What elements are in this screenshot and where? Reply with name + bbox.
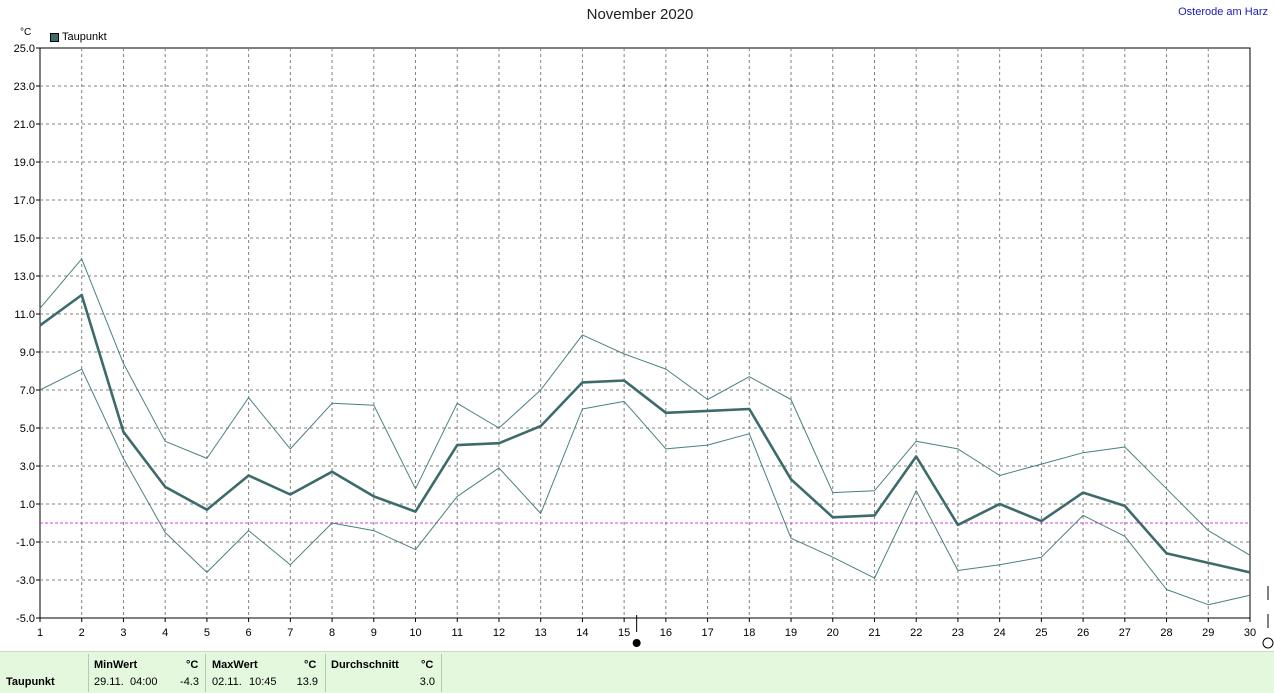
- y-tick-label: 23.0: [14, 81, 35, 93]
- x-tick-label: 30: [1244, 627, 1256, 639]
- chart-grid: [36, 47, 1251, 622]
- y-tick-label: 15.0: [14, 233, 35, 245]
- y-tick-label: 13.0: [14, 271, 35, 283]
- avg-value: 3.0: [419, 676, 435, 688]
- x-tick-label: 19: [785, 627, 797, 639]
- min-unit: °C: [186, 659, 199, 671]
- avg-unit: °C: [421, 659, 434, 671]
- x-tick-label: 26: [1077, 627, 1089, 639]
- y-tick-label: 1.0: [20, 499, 35, 511]
- x-tick-label: 4: [162, 627, 168, 639]
- x-tick-label: 14: [576, 627, 588, 639]
- max-value: 13.9: [296, 676, 318, 688]
- x-tick-label: 28: [1160, 627, 1172, 639]
- location-link[interactable]: Osterode am Harz: [1178, 6, 1268, 18]
- x-tick-label: 10: [409, 627, 421, 639]
- x-tick-label: 1: [37, 627, 43, 639]
- min-value: -4.3: [180, 676, 199, 688]
- stats-divider: [325, 654, 326, 692]
- stats-divider: [205, 654, 206, 692]
- y-axis-unit: °C: [20, 27, 32, 38]
- x-tick-label: 5: [204, 627, 210, 639]
- legend-swatch: [50, 32, 59, 42]
- y-tick-label: -5.0: [16, 613, 35, 625]
- y-tick-label: 9.0: [20, 347, 35, 359]
- x-axis-tick-labels: 1 2 3 4 5 6 7 8 9 10 11 12 13 14 15 16 17 18 19 20 21 22 23 24 2…: [37, 627, 1256, 639]
- y-tick-label: 19.0: [14, 157, 35, 169]
- x-tick-label: 24: [994, 627, 1006, 639]
- x-tick-label: 20: [827, 627, 839, 639]
- max-unit: °C: [304, 659, 317, 671]
- x-tick-label: 18: [743, 627, 755, 639]
- x-tick-label: 6: [246, 627, 252, 639]
- chart-title: November 2020: [586, 6, 694, 23]
- y-tick-label: -3.0: [16, 575, 35, 587]
- x-tick-label: 11: [452, 627, 463, 639]
- y-tick-label: -1.0: [16, 537, 35, 549]
- y-axis-tick-labels: -5.0 -3.0 -1.0 1.0 3.0 5.0 7.0 9.0 11.0 13.0 15.0 1…: [14, 43, 35, 625]
- avg-header: Durchschnitt: [331, 659, 399, 671]
- y-tick-label: 11.0: [14, 309, 35, 321]
- series-mean-line: [39, 293, 1251, 574]
- max-header: MaxWert: [212, 659, 258, 671]
- y-tick-label: 7.0: [20, 385, 35, 397]
- min-header: MinWert: [94, 659, 138, 671]
- stats-row-label: Taupunkt: [6, 676, 55, 688]
- x-tick-label: 7: [287, 627, 293, 639]
- x-tick-label: 25: [1035, 627, 1047, 639]
- stats-divider: [88, 654, 89, 692]
- min-time: 04:00: [130, 676, 158, 688]
- max-date: 02.11.: [212, 676, 242, 688]
- x-tick-label: 29: [1202, 627, 1214, 639]
- chart-legend: Taupunkt: [50, 31, 107, 43]
- y-tick-label: 17.0: [14, 195, 35, 207]
- series-max-line: [39, 258, 1251, 556]
- min-date: 29.11.: [94, 676, 124, 688]
- y-tick-label: 5.0: [20, 423, 35, 435]
- chart-series: [39, 258, 1251, 606]
- y-tick-label: 21.0: [14, 119, 35, 131]
- x-tick-label: 22: [910, 627, 922, 639]
- plot-frame: [39, 47, 1251, 619]
- x-tick-label: 8: [329, 627, 335, 639]
- max-time: 10:45: [249, 676, 277, 688]
- series-min-line: [39, 368, 1251, 606]
- x-tick-label: 12: [493, 627, 505, 639]
- right-edge-marker-circle: [1262, 637, 1274, 649]
- x-tick-label: 9: [371, 627, 377, 639]
- stats-panel: Taupunkt MinWert °C 29.11. 04:00 -4.3 Ma…: [0, 651, 1274, 693]
- x-tick-label: 17: [701, 627, 713, 639]
- current-day-marker-dot: [632, 639, 641, 647]
- x-tick-label: 27: [1119, 627, 1131, 639]
- legend-label: Taupunkt: [62, 31, 107, 43]
- stats-divider: [441, 654, 442, 692]
- x-tick-label: 13: [535, 627, 547, 639]
- x-tick-label: 23: [952, 627, 964, 639]
- x-tick-label: 21: [868, 627, 880, 639]
- y-tick-label: 25.0: [14, 43, 35, 55]
- x-tick-label: 16: [660, 627, 672, 639]
- x-tick-label: 3: [120, 627, 126, 639]
- y-tick-label: 3.0: [20, 461, 35, 473]
- chart-markers: [632, 586, 1274, 649]
- x-tick-label: 2: [79, 627, 85, 639]
- x-tick-label: 15: [618, 627, 630, 639]
